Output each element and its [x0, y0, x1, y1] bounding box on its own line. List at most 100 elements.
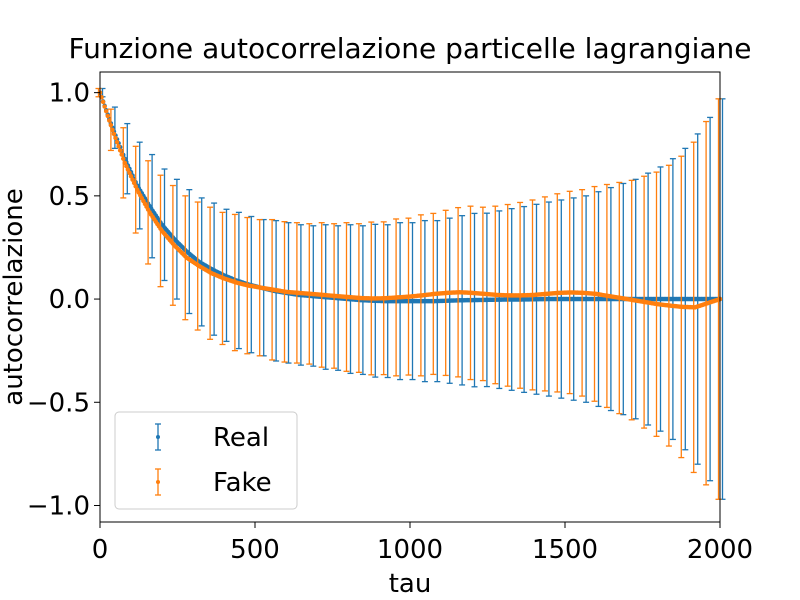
x-axis-label: tau — [389, 569, 432, 599]
x-axis: 0 500 1000 1500 2000 — [92, 522, 753, 565]
data-point — [556, 290, 561, 295]
data-point — [594, 291, 598, 296]
series-layer — [95, 87, 726, 500]
data-point — [321, 292, 326, 297]
error-bar — [455, 206, 462, 378]
data-point — [308, 291, 313, 296]
data-point — [693, 305, 698, 310]
error-bar — [430, 212, 437, 376]
data-point — [271, 287, 276, 292]
data-point — [408, 294, 412, 299]
y-tick-label: −1.0 — [27, 491, 90, 521]
data-point — [656, 302, 660, 307]
error-bar — [172, 178, 180, 300]
data-point — [643, 300, 648, 305]
data-point — [358, 296, 363, 301]
data-point — [544, 291, 549, 296]
error-bar — [591, 185, 598, 402]
x-tick-label: 2000 — [687, 535, 753, 565]
error-bar — [380, 221, 388, 376]
data-point — [259, 285, 264, 290]
data-point — [581, 290, 586, 295]
error-bar — [693, 133, 701, 465]
error-bar — [147, 153, 156, 259]
data-point — [234, 280, 239, 285]
data-point — [284, 289, 288, 294]
data-point — [122, 160, 127, 165]
y-axis: 1.0 0.5 0.0 −0.5 −1.0 — [27, 79, 100, 521]
data-point — [160, 228, 164, 233]
error-bar — [269, 218, 276, 361]
error-bar — [479, 206, 487, 382]
data-point — [296, 290, 301, 295]
y-tick-label: 1.0 — [49, 79, 90, 109]
error-bar — [393, 218, 400, 377]
error-bar — [368, 221, 375, 376]
data-point — [457, 290, 462, 295]
data-point — [680, 304, 685, 309]
legend-item-fake: Fake — [155, 468, 272, 498]
data-point — [519, 293, 524, 298]
x-tick-label: 0 — [92, 535, 109, 565]
y-tick-label: 0.5 — [49, 182, 90, 212]
x-tick-label: 500 — [230, 535, 280, 565]
data-point — [569, 290, 574, 295]
data-point — [346, 295, 350, 299]
y-tick-label: 0.0 — [49, 285, 90, 315]
error-bar — [616, 181, 623, 415]
legend-item-real: Real — [155, 423, 269, 453]
data-point — [383, 296, 388, 301]
error-bar — [554, 193, 561, 393]
error-bar — [594, 191, 602, 408]
legend-marker-dot — [156, 480, 160, 484]
error-bar — [194, 201, 202, 331]
error-bar — [653, 171, 660, 437]
data-point — [333, 293, 338, 298]
data-point — [606, 293, 611, 298]
data-point — [222, 276, 226, 281]
y-tick-label: −0.5 — [27, 388, 90, 418]
data-point — [246, 283, 251, 288]
error-bar — [579, 189, 586, 397]
error-bar — [132, 145, 140, 234]
data-point — [432, 291, 437, 296]
error-bar — [219, 211, 226, 346]
error-bar — [256, 218, 264, 357]
legend-marker-dot — [156, 435, 160, 439]
x-tick-label: 1500 — [532, 535, 598, 565]
error-bar — [244, 216, 251, 355]
data-point — [172, 243, 177, 248]
error-bar — [628, 179, 636, 421]
legend-label: Real — [213, 423, 269, 453]
error-bar — [207, 206, 214, 340]
x-tick-label: 1000 — [377, 535, 443, 565]
data-point — [470, 290, 474, 295]
error-bar — [665, 164, 673, 447]
error-bar — [293, 222, 301, 364]
error-bar — [606, 186, 614, 412]
data-point — [507, 293, 512, 298]
error-bar — [145, 160, 152, 265]
error-bar — [467, 205, 474, 381]
data-point — [705, 301, 710, 306]
series-line-real — [97, 90, 723, 304]
data-point — [631, 298, 636, 303]
legend-box — [114, 411, 298, 510]
error-bar — [355, 223, 363, 373]
error-bar — [182, 195, 189, 321]
error-bar — [281, 221, 288, 363]
error-bar — [678, 155, 685, 459]
error-bar — [343, 222, 350, 372]
error-bar — [517, 201, 524, 389]
y-axis-label: autocorrelazione — [0, 188, 29, 405]
data-point — [668, 303, 673, 308]
series-fake — [95, 87, 723, 500]
error-bar — [209, 202, 218, 336]
error-bar — [417, 214, 425, 377]
error-bar — [169, 184, 177, 306]
error-bar — [306, 223, 313, 365]
error-bar — [231, 213, 239, 352]
error-bar — [318, 222, 326, 368]
error-bar — [507, 208, 515, 391]
